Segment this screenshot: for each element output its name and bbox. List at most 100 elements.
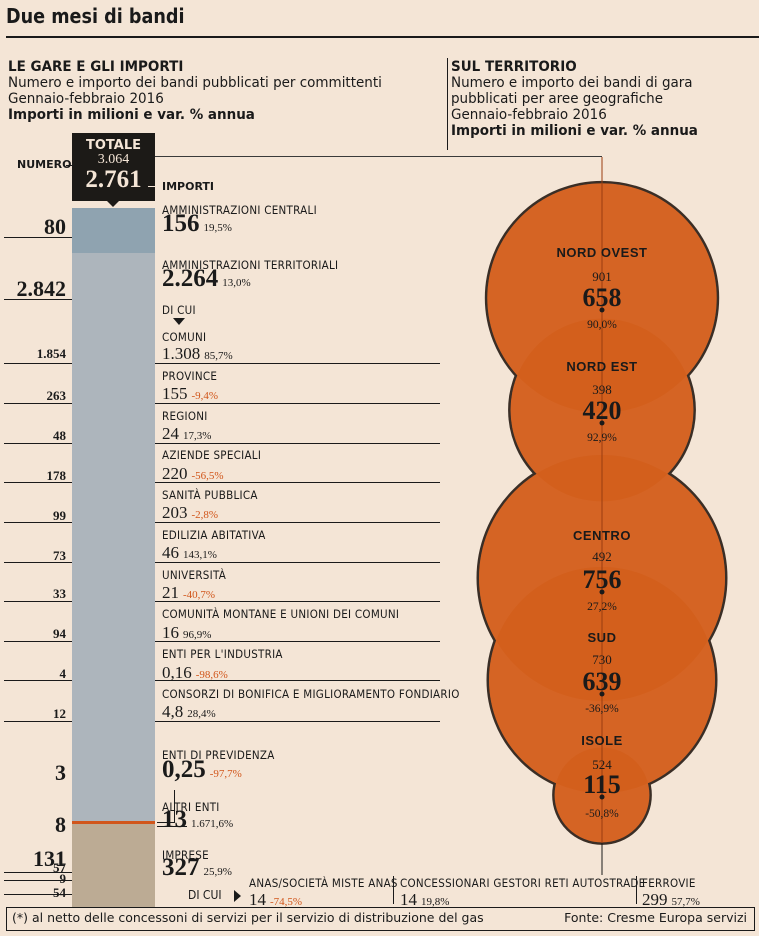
imprese-divider-2 — [636, 876, 637, 904]
bubble-importo-nord-ovest: 658 — [583, 283, 622, 312]
row-divider — [4, 721, 72, 722]
row-numero-comunit-montane-e-unioni-dei-comuni: 94 — [53, 626, 66, 641]
row-var-pct: 1.671,6% — [191, 818, 234, 830]
row-value-aziende-speciali: 220 -56,5% — [162, 464, 224, 484]
row-numero-amministrazioni-centrali: 80 — [44, 214, 66, 239]
left-subtitle-2: Gennaio-febbraio 2016 — [8, 91, 164, 107]
previdenza-leader-h — [157, 822, 175, 823]
numero-label: NUMERO — [17, 158, 72, 171]
row-numero-enti-per-l-industria: 4 — [59, 666, 67, 681]
row-label-sanit-pubblica: SANITÀ PUBBLICA — [162, 488, 258, 502]
row-divider — [4, 601, 72, 602]
row-var-pct: 96,9% — [183, 629, 212, 641]
row-divider — [4, 482, 72, 483]
row-divider — [4, 443, 72, 444]
row-value-province: 155 -9,4% — [162, 384, 218, 404]
row-label-consorzi-di-bonifica-e-miglioramento-fondiario: CONSORZI DI BONIFICA E MIGLIORAMENTO FON… — [162, 687, 460, 701]
row-value-imprese: 327 25,9% — [162, 854, 232, 882]
bar-segment-public — [72, 253, 155, 821]
row-divider — [4, 880, 72, 881]
bubble-label-nord-ovest: NORD OVEST — [557, 245, 648, 260]
row-numero-consorzi-di-bonifica-e-miglioramento-fondiario: 12 — [53, 706, 66, 721]
row-value-edilizia-abitativa: 46 143,1% — [162, 543, 217, 563]
row-importo: 4,8 — [162, 702, 184, 721]
row-label-amministrazioni-centrali: AMMINISTRAZIONI CENTRALI — [162, 203, 317, 217]
row-var-pct: 19,8% — [421, 896, 450, 908]
row-value-amministrazioni-centrali: 156 19,5% — [162, 210, 232, 238]
row-var-pct: -56,5% — [191, 470, 224, 482]
bubble-var-centro: 27,2% — [587, 601, 617, 613]
row-numero-sanit-pubblica: 99 — [53, 508, 66, 523]
right-subtitle-1: Numero e importo dei bandi di gara — [451, 75, 693, 91]
row-importo: 21 — [162, 583, 179, 602]
row-divider — [4, 680, 72, 681]
altri-enti-leader-line — [157, 826, 187, 827]
row-label-universit: UNIVERSITÀ — [162, 568, 227, 582]
bubble-var-nord-ovest: 90,0% — [587, 319, 617, 331]
bubble-center-dot — [599, 420, 605, 426]
bubble-label-sud: SUD — [588, 630, 617, 645]
row-label-comunit-montane-e-unioni-dei-comuni: COMUNITÀ MONTANE E UNIONI DEI COMUNI — [162, 607, 400, 621]
row-label-ferrovie: FERROVIE — [642, 876, 696, 890]
row-divider-right — [155, 482, 440, 483]
row-divider-right — [155, 522, 440, 523]
total-label: TOTALE — [85, 138, 141, 153]
bubble-var-isole: -50,8% — [585, 808, 619, 820]
row-var-pct: -74,5% — [270, 896, 303, 908]
bar-segment-imprese — [72, 824, 155, 908]
row-numero-ferrovie: 54 — [53, 885, 66, 900]
bar-segment-altri-enti — [72, 821, 155, 824]
row-var-pct: 13,0% — [222, 277, 251, 289]
row-value-concessionari-gestori-reti-autostrade: 14 19,8% — [400, 890, 449, 910]
row-label-comuni: COMUNI — [162, 330, 207, 344]
right-subtitle-2: pubblicati per aree geografiche — [451, 91, 664, 107]
bubble-importo-centro: 756 — [583, 565, 622, 594]
di-cui-label: DI CUI — [162, 303, 196, 317]
bubble-center-dot — [599, 589, 605, 595]
previdenza-leader-line — [174, 790, 175, 823]
row-divider-right — [155, 721, 440, 722]
importi-label: IMPORTI — [162, 180, 215, 193]
down-arrow-icon — [173, 318, 185, 325]
row-divider-right — [155, 363, 440, 364]
numero-tick — [66, 165, 74, 166]
row-value-comunit-montane-e-unioni-dei-comuni: 16 96,9% — [162, 623, 211, 643]
row-var-pct: 19,5% — [203, 222, 232, 234]
row-divider — [4, 363, 72, 364]
right-subtitle-3: Gennaio-febbraio 2016 — [451, 107, 607, 123]
bubble-center-dot — [599, 691, 605, 697]
row-var-pct: 57,7% — [671, 896, 700, 908]
bubble-numero-isole: 524 — [592, 757, 612, 772]
left-subtitle-1: Numero e importo dei bandi pubblicati pe… — [8, 75, 382, 91]
footnote: (*) al netto delle concessoni di servizi… — [12, 910, 484, 925]
row-divider-right — [155, 641, 440, 642]
left-section-header: LE GARE E GLI IMPORTI Numero e importo d… — [8, 59, 382, 123]
row-var-pct: 28,4% — [187, 708, 216, 720]
bubble-label-nord-est: NORD EST — [566, 359, 637, 374]
row-label-aziende-speciali: AZIENDE SPECIALI — [162, 448, 262, 462]
row-divider — [4, 641, 72, 642]
row-value-enti-di-previdenza: 0,25 -97,7% — [162, 756, 242, 784]
row-var-pct: -40,7% — [183, 589, 216, 601]
page-title: Due mesi di bandi — [6, 4, 185, 28]
row-divider-right — [155, 562, 440, 563]
right-header-rule — [447, 58, 448, 150]
row-var-pct: 143,1% — [183, 549, 217, 561]
row-value-sanit-pubblica: 203 -2,8% — [162, 503, 218, 523]
row-importo: 24 — [162, 424, 179, 443]
row-importo: 155 — [162, 384, 188, 403]
row-numero-edilizia-abitativa: 73 — [53, 548, 66, 563]
row-divider — [4, 894, 72, 895]
bubble-numero-sud: 730 — [592, 652, 612, 667]
row-divider-right — [155, 601, 440, 602]
row-importo: 299 — [642, 890, 668, 909]
row-importo: 14 — [249, 890, 266, 909]
row-value-altri-enti: 13 1.671,6% — [162, 806, 233, 834]
importi-tick — [148, 186, 160, 187]
total-importi: 2.761 — [85, 166, 142, 193]
connector-line — [155, 156, 602, 877]
row-divider — [4, 299, 72, 300]
right-subtitle-4: Importi in milioni e var. % annua — [451, 123, 698, 139]
bubble-center-dot — [599, 794, 605, 800]
